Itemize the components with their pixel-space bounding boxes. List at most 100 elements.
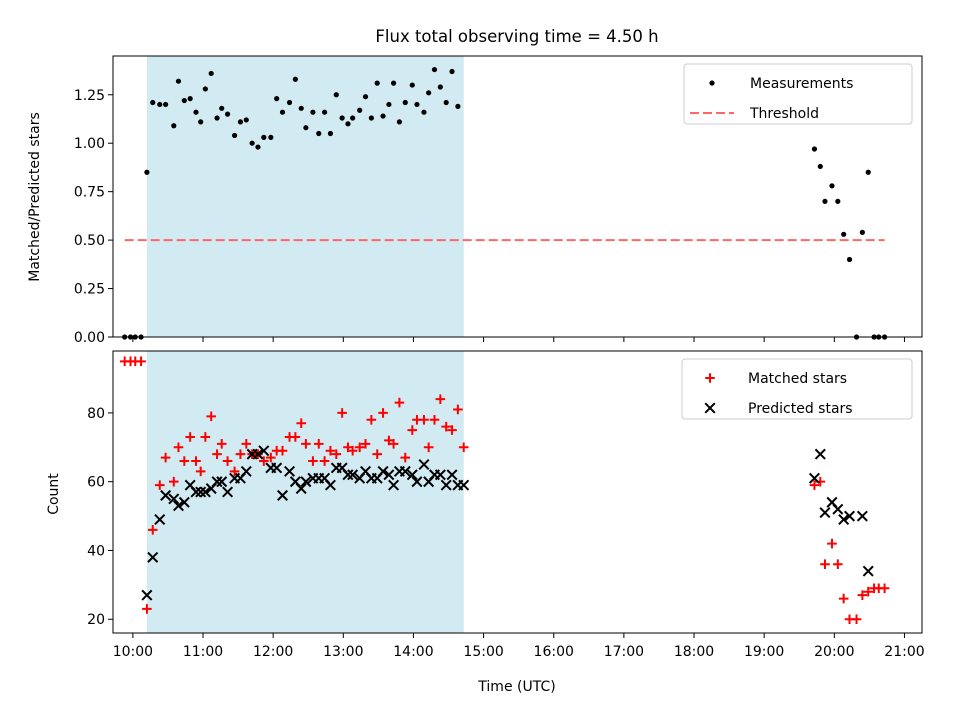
measurement-point: [374, 80, 380, 86]
measurement-point: [455, 103, 461, 109]
measurement-point: [268, 134, 274, 140]
measurement-point: [249, 140, 255, 146]
predicted-point: [222, 486, 234, 498]
legend-box: [683, 63, 913, 125]
matched-point: [809, 480, 820, 490]
measurement-point: [426, 90, 432, 96]
predicted-point: [808, 472, 820, 484]
legend-label: Predicted stars: [748, 401, 853, 417]
predicted-point: [440, 479, 452, 491]
predicted-point: [258, 445, 270, 457]
measurement-point: [150, 99, 156, 106]
matched-point: [212, 449, 222, 459]
measurement-point: [386, 101, 392, 108]
measurement-point: [333, 92, 339, 98]
predicted-point: [199, 486, 211, 498]
predicted-point: [406, 469, 418, 481]
measurement-point: [350, 115, 356, 121]
measurement-point: [193, 109, 199, 115]
matched-point: [290, 432, 301, 442]
matched-point: [453, 404, 463, 415]
measurement-point: [865, 169, 871, 175]
legend-label: Threshold: [749, 106, 819, 122]
y-tick-label: 20: [87, 612, 105, 628]
measurement-point: [292, 76, 298, 82]
predicted-point: [814, 448, 826, 460]
matched-point: [372, 449, 383, 459]
x-tick-label: 15:00: [463, 644, 503, 660]
x-tick-label: 12:00: [253, 644, 293, 660]
legend-swatch: [705, 373, 715, 383]
matched-point: [863, 586, 874, 597]
matched-point: [200, 432, 211, 442]
predicted-point: [862, 565, 874, 577]
panel-measurements: 0.00 0.25 0.50 0.75 1.00 1.25 Measurements Thre…: [74, 55, 923, 346]
measurement-point: [255, 144, 261, 150]
predicted-point: [300, 476, 312, 488]
predicted-point: [141, 589, 153, 601]
matched-point: [851, 614, 862, 625]
measurement-point: [443, 99, 449, 106]
matched-point: [820, 559, 830, 570]
predicted-point: [856, 510, 868, 522]
measurement-point: [219, 105, 225, 111]
x-tick-label: 20:00: [814, 644, 854, 660]
series-predicted-stars: [141, 445, 874, 601]
series-matched-stars: [119, 356, 890, 625]
x-tick-label: 10:00: [113, 644, 153, 660]
predicted-point: [383, 469, 395, 481]
legend-top: Measurements Threshold: [683, 63, 913, 125]
predicted-point: [277, 489, 289, 501]
matched-point: [833, 559, 843, 570]
matched-point: [435, 394, 446, 404]
matched-point: [360, 439, 371, 449]
matched-point: [325, 445, 336, 456]
matched-point: [447, 425, 457, 435]
predicted-point: [446, 469, 458, 481]
measurement-point: [368, 115, 374, 121]
matched-point: [857, 590, 868, 600]
predicted-point: [819, 507, 831, 519]
matched-point: [301, 439, 311, 449]
matched-point: [160, 452, 171, 463]
measurement-point: [421, 109, 427, 115]
matched-point: [827, 538, 837, 549]
legend-swatch: [709, 80, 715, 86]
measurement-point: [822, 198, 828, 204]
matched-point: [879, 583, 890, 594]
measurement-point: [431, 66, 438, 73]
matched-point: [173, 442, 184, 453]
matched-point: [191, 456, 201, 466]
predicted-point: [434, 469, 446, 481]
predicted-point: [295, 483, 307, 495]
predicted-point: [190, 486, 202, 498]
measurement-point: [390, 80, 397, 86]
matched-point: [266, 452, 276, 463]
measurement-point: [171, 123, 177, 129]
measurement-point: [327, 130, 334, 137]
y-tick-label: 0.00: [74, 330, 105, 346]
measurement-point: [380, 113, 386, 119]
measurement-point: [339, 115, 345, 121]
matched-point: [458, 442, 469, 453]
predicted-point: [271, 462, 283, 474]
predicted-point: [154, 514, 166, 526]
axes-frame-top: [112, 55, 923, 338]
x-tick-label: 19:00: [744, 644, 784, 660]
matched-point: [347, 445, 358, 456]
legend-bottom: Matched stars Predicted stars: [681, 358, 913, 420]
predicted-point: [252, 448, 264, 460]
measurement-point: [846, 256, 853, 263]
predicted-point: [240, 465, 252, 477]
predicted-point: [377, 465, 389, 477]
matched-point: [259, 456, 269, 466]
measurement-point: [357, 107, 363, 113]
predicted-point: [284, 465, 296, 477]
legend-box: [681, 358, 913, 420]
predicted-point: [195, 486, 207, 498]
panel-counts: 20 40 60 80 10:00 11:00 12:00 13:00 14:00 15:00 16…: [87, 350, 925, 660]
predicted-point: [211, 476, 223, 488]
measurement-point: [175, 78, 182, 84]
measurement-point: [322, 109, 328, 115]
